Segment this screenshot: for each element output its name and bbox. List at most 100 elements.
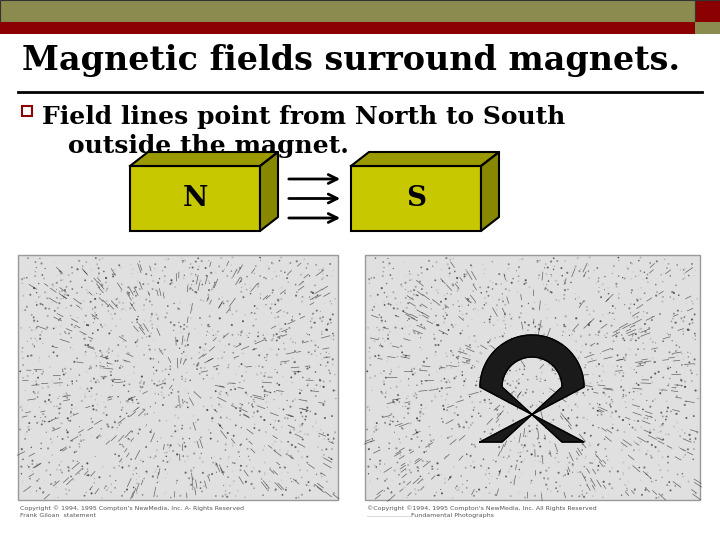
Point [89,308,101,317]
Point [100,274,112,282]
Point [422,313,433,322]
Point [116,406,127,414]
Point [608,362,619,371]
Point [107,347,118,355]
Point [397,258,409,266]
Point [680,450,691,459]
Point [85,362,96,370]
Point [294,466,306,475]
Point [662,481,673,489]
Point [245,289,256,298]
Point [503,389,514,398]
Point [635,253,647,262]
Point [87,329,99,338]
Point [536,399,548,407]
Point [675,375,687,384]
Point [441,352,453,361]
Point [132,399,143,408]
Point [150,465,162,474]
Point [581,306,593,315]
Point [396,348,408,356]
Point [315,361,326,369]
Point [316,446,328,454]
Point [374,340,386,348]
Point [28,284,40,293]
Point [54,375,66,383]
Point [45,435,56,443]
Point [679,313,690,321]
Point [148,335,159,344]
Point [63,486,75,495]
Point [214,346,225,355]
Point [644,323,655,332]
Point [642,437,654,446]
Point [416,380,428,388]
Point [294,427,306,436]
Point [526,336,538,345]
Point [484,404,495,413]
Point [190,418,202,427]
Point [447,494,459,502]
Point [546,362,558,370]
Point [588,404,599,413]
Point [595,349,606,358]
Point [475,288,487,297]
Point [442,400,454,409]
Point [307,309,319,318]
Point [111,295,122,303]
Point [264,464,276,472]
Point [634,436,645,445]
Point [180,342,192,350]
Point [593,328,605,336]
Point [118,381,130,390]
Point [316,472,328,481]
Point [240,492,251,501]
Point [454,348,466,357]
Point [657,490,668,499]
Point [76,397,88,406]
Point [432,384,444,393]
Point [139,316,150,325]
Point [431,321,443,329]
Point [665,293,676,301]
Point [295,271,307,279]
Point [613,253,624,262]
Point [175,322,186,331]
Point [286,373,297,382]
Point [414,343,426,352]
Point [149,389,161,398]
Point [230,421,242,430]
Point [372,465,383,474]
Point [559,320,570,329]
Point [476,435,487,444]
Point [126,269,138,278]
Point [89,474,100,483]
Point [266,259,278,267]
Point [572,387,583,396]
Point [203,426,215,434]
Point [258,446,269,454]
Point [179,377,191,386]
Point [472,342,484,351]
Point [184,474,195,482]
Point [17,455,29,464]
Point [511,401,523,409]
Point [394,325,405,334]
Point [189,388,200,396]
Point [377,413,388,421]
Point [178,348,189,356]
Point [207,414,218,423]
Point [559,256,571,265]
Point [188,463,199,472]
Point [535,398,546,407]
Point [453,359,464,367]
Point [310,368,321,376]
Point [55,457,67,466]
Point [292,288,303,296]
Point [45,480,57,489]
Point [397,307,409,315]
Point [438,374,450,383]
Point [316,453,328,462]
Point [76,462,88,471]
Point [409,369,420,377]
